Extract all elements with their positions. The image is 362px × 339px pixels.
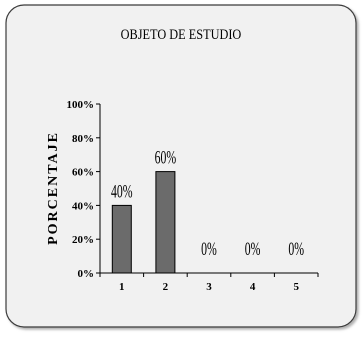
x-tick-labels: 1 2 3 4 5 (119, 281, 299, 293)
y-axis-label: PORCENTAJE (46, 131, 61, 245)
y-tick-label: 0% (78, 268, 95, 280)
x-tick-label-3: 3 (206, 281, 212, 293)
x-tick-label-2: 2 (163, 281, 169, 293)
y-tick-label: 60% (72, 167, 94, 179)
chart-data-labels: 40% 60% 0% 0% 0% (111, 148, 304, 260)
data-label-5: 0% (288, 239, 304, 259)
y-tick-label: 100% (67, 99, 95, 111)
data-label-3: 0% (201, 239, 217, 259)
data-label-2: 60% (155, 148, 177, 168)
y-tick-labels: 0% 20% 40% 60% 80% 100% (67, 99, 95, 280)
x-tick-label-4: 4 (250, 281, 256, 293)
y-tick-label: 20% (72, 234, 94, 246)
y-tick-label: 40% (72, 200, 94, 212)
chart-bars (111, 171, 176, 274)
y-tick-label: 80% (72, 133, 94, 145)
bar-2 (155, 171, 176, 274)
data-label-1: 40% (111, 182, 133, 202)
x-tick-label-1: 1 (119, 281, 125, 293)
chart-title: OBJETO DE ESTUDIO (121, 26, 242, 42)
chart-panel (5, 4, 357, 328)
data-label-4: 0% (245, 239, 261, 259)
x-tick-label-5: 5 (293, 281, 299, 293)
bar-1 (111, 204, 132, 274)
chart-axes (96, 103, 319, 277)
